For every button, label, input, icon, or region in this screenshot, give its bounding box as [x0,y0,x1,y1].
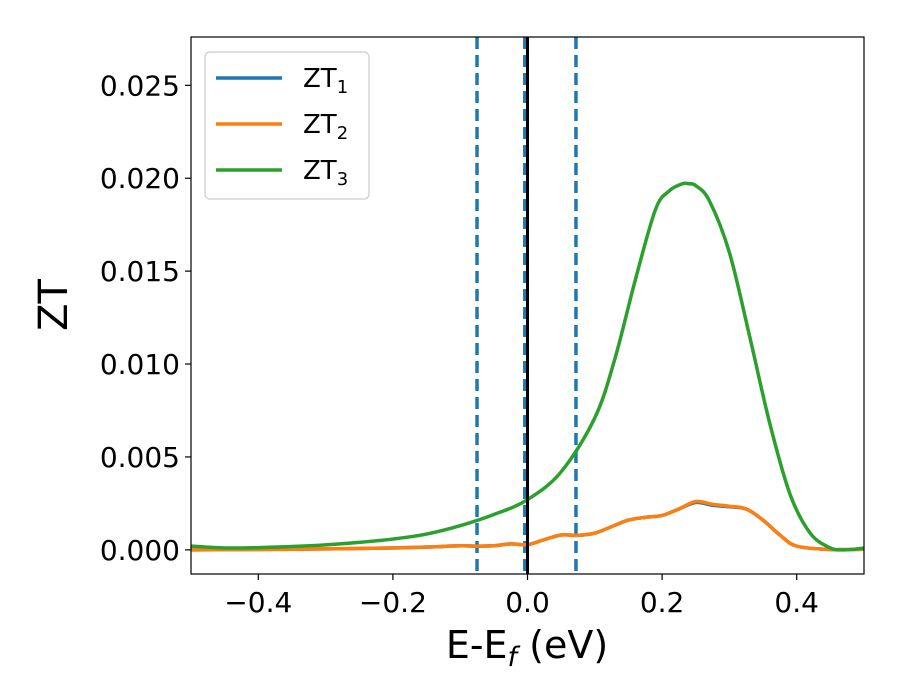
y-tick-label: 0.000 [100,534,180,567]
x-tick-label: 0.0 [505,586,550,619]
y-tick-label: 0.010 [100,348,180,381]
x-tick-label: −0.4 [224,586,292,619]
legend-label-2: ZT2 [303,110,348,144]
x-axis-label: E-Ef (eV) [446,623,608,673]
legend-label-1: ZT1 [303,64,348,98]
y-tick-label: 0.005 [100,441,180,474]
x-tick-label: 0.4 [774,586,819,619]
series-line-2 [191,499,864,552]
ticks-layer: −0.4 −0.2 0.0 0.2 0.4 0.000 0.005 0.010 0.015 0.0… [100,69,819,619]
x-axis-label-main: E-E [446,623,508,667]
y-axis-label: ZT [31,279,77,331]
series-line-3 [191,181,864,552]
y-tick-label: 0.020 [100,162,180,195]
legend: ZT1 ZT2 ZT3 [204,51,370,200]
data-layer [191,37,864,574]
x-axis-label-unit: (eV) [517,623,608,667]
y-tick-label: 0.025 [100,69,180,102]
legend-box [204,51,370,200]
x-tick-label: −0.2 [359,586,427,619]
legend-label-3: ZT3 [303,156,348,190]
x-tick-label: 0.2 [640,586,685,619]
y-tick-label: 0.015 [100,255,180,288]
